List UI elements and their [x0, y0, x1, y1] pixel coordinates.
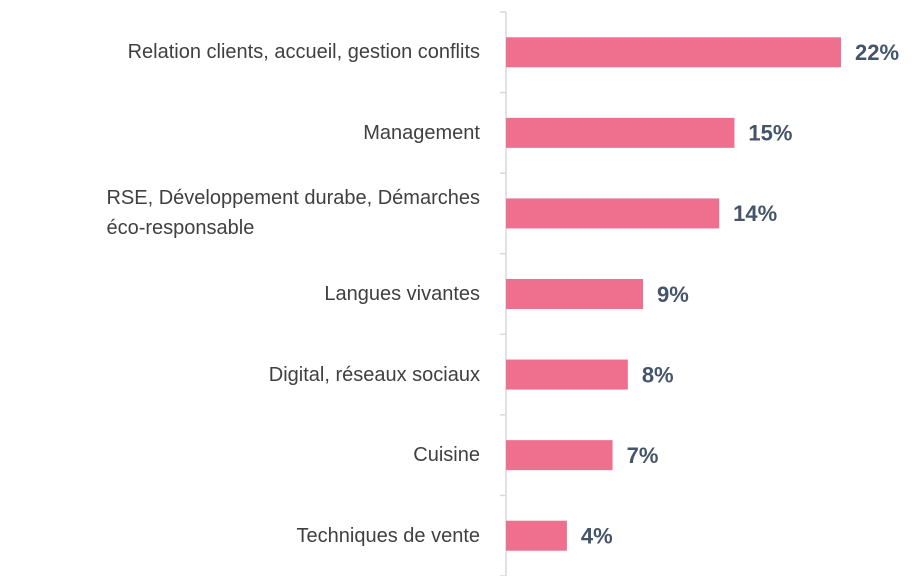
value-label: 9%	[657, 282, 689, 307]
category-label-box: Digital, réseaux sociaux	[0, 335, 480, 415]
bar	[506, 37, 841, 68]
bar	[506, 279, 644, 309]
category-label-box: Langues vivantes	[0, 254, 480, 334]
value-label: 15%	[748, 121, 792, 146]
category-label: Langues vivantes	[324, 283, 480, 305]
category-label: RSE, Développement durabe, Démarches éco…	[106, 187, 480, 240]
value-label: 7%	[627, 443, 659, 468]
category-label: Management	[363, 121, 480, 144]
category-label-box: RSE, Développement durabe, Démarches éco…	[0, 173, 480, 253]
value-label: 8%	[642, 362, 674, 387]
category-label: Digital, réseaux sociaux	[268, 363, 480, 386]
value-label: 4%	[581, 524, 613, 549]
category-label: Techniques de vente	[296, 524, 480, 547]
value-label: 14%	[733, 201, 777, 226]
category-label-box: Management	[0, 93, 480, 173]
bar	[506, 198, 720, 229]
bar	[506, 359, 628, 390]
bar	[506, 117, 735, 148]
category-label: Relation clients, accueil, gestion confl…	[127, 41, 480, 64]
category-label-box: Techniques de vente	[0, 496, 480, 576]
bar	[506, 520, 567, 551]
category-label-box: Cuisine	[0, 415, 480, 495]
category-label-box: Relation clients, accueil, gestion confl…	[0, 12, 480, 92]
value-label: 22%	[855, 40, 899, 65]
category-label: Cuisine	[413, 444, 480, 467]
bar	[506, 440, 613, 471]
